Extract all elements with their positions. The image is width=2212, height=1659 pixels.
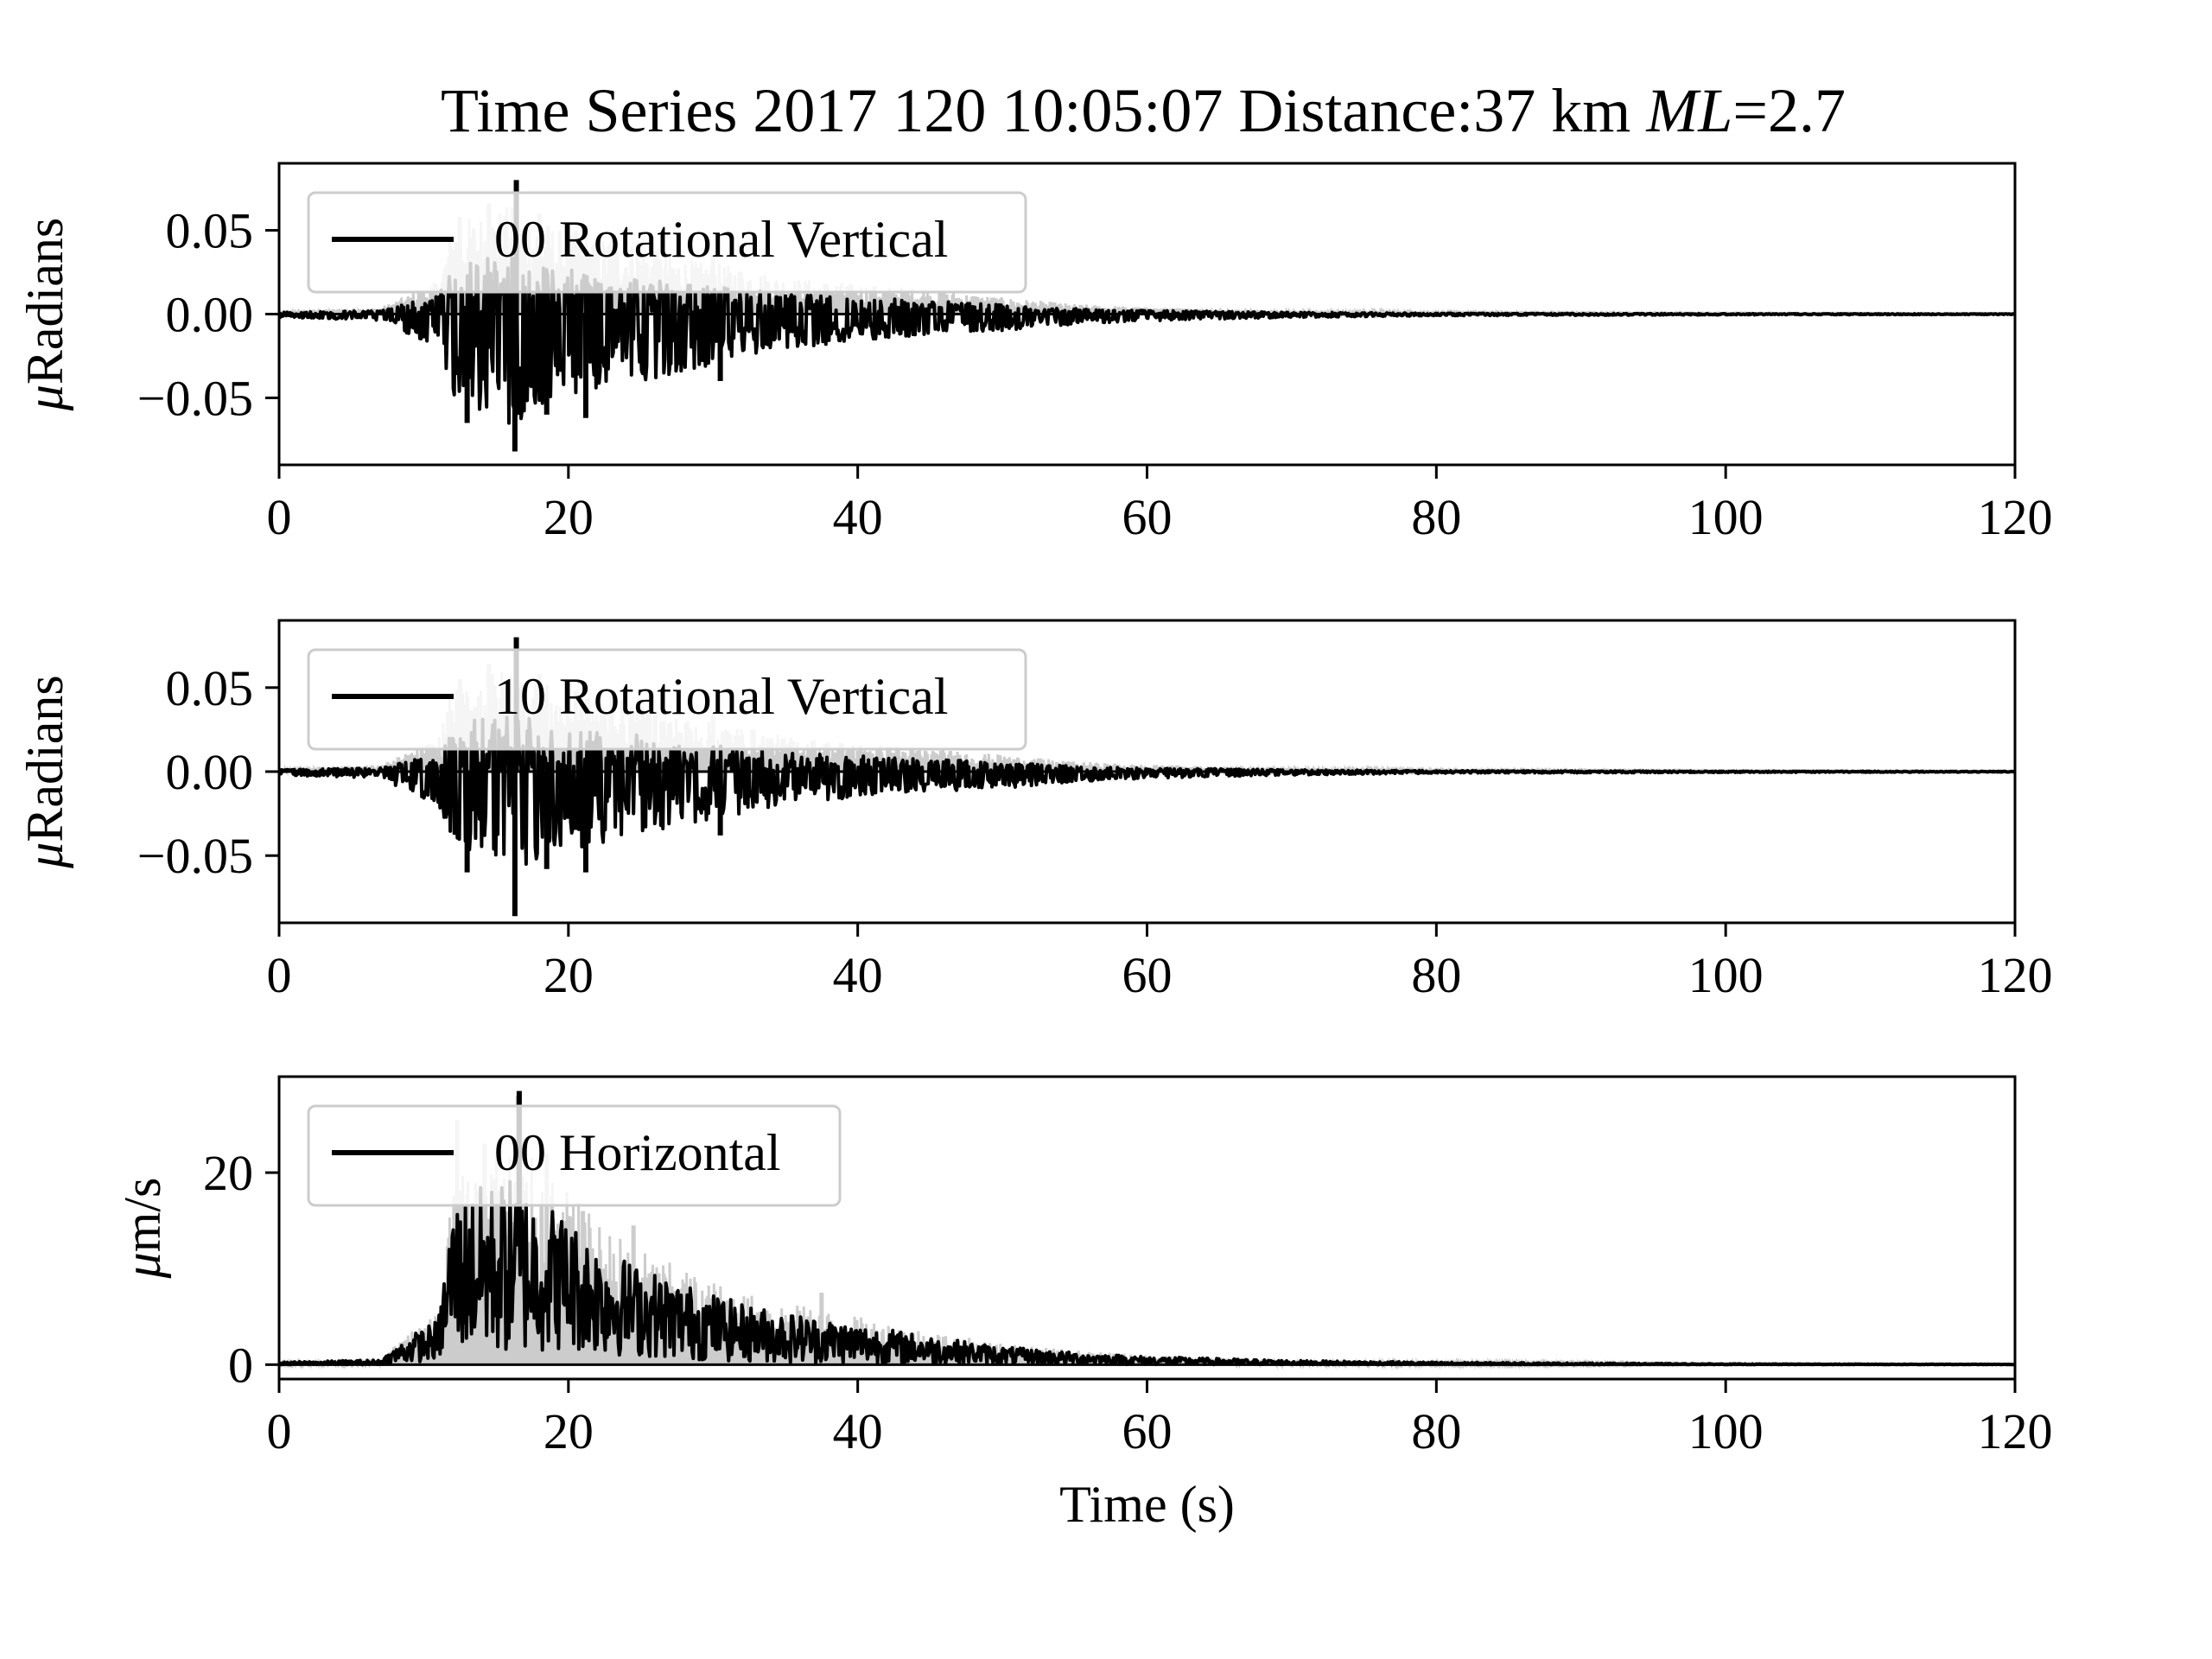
subplot-0: 0 20 40 60 80 100 120 −0.05 0.00 0.05 μRadians 00 R… [16,162,2053,545]
x-tick-label: 80 [1411,947,1461,1003]
x-tick-label: 100 [1688,947,1764,1003]
y-axis-label: μm/s [114,1178,171,1280]
x-tick-label: 0 [267,947,292,1003]
x-axis-label: Time (s) [1059,1476,1235,1533]
y-axis-label-unit: Radians [16,218,73,385]
chart-title-prefix: Time Series 2017 120 10:05:07 Distance:3… [441,76,1646,145]
subplot-1: 0 20 40 60 80 100 120 −0.05 0.00 0.05 μRadians 10 R… [16,619,2053,1003]
x-tick-label: 80 [1411,1403,1461,1459]
x-tick-label: 20 [543,489,594,545]
legend-label: 00 Horizontal [494,1124,781,1181]
x-tick-label: 120 [1978,1403,2053,1459]
y-tick-label: 0.00 [166,287,254,343]
y-tick-label: −0.05 [137,828,253,884]
chart-title: Time Series 2017 120 10:05:07 Distance:3… [441,76,1846,145]
x-tick-label: 60 [1122,1403,1173,1459]
chart-title-ml: ML [1645,76,1732,145]
y-axis-label-unit: m/s [114,1178,171,1253]
y-tick-label: 20 [203,1145,253,1201]
x-tick-label: 0 [267,489,292,545]
y-axis-label-mu: μ [16,385,73,411]
legend: 00 Rotational Vertical [307,191,1027,294]
legend-box [307,191,1027,294]
x-tick-label: 120 [1978,489,2053,545]
x-tick-label: 60 [1122,947,1173,1003]
legend-label: 10 Rotational Vertical [494,668,948,725]
x-tick-label: 60 [1122,489,1173,545]
x-tick-label: 20 [543,1403,594,1459]
y-axis-label: μRadians [16,675,73,868]
y-axis-label: μRadians [16,218,73,411]
x-tick-label: 0 [267,1403,292,1459]
y-axis-label-mu: μ [16,842,73,869]
y-axis-label-mu: μ [114,1252,171,1279]
x-tick-label: 80 [1411,489,1461,545]
x-tick-label: 20 [543,947,594,1003]
x-tick-label: 120 [1978,947,2053,1003]
x-tick-label: 40 [833,947,883,1003]
legend-box [307,648,1027,751]
x-tick-label: 100 [1688,1403,1764,1459]
legend: 10 Rotational Vertical [307,648,1027,751]
x-tick-label: 100 [1688,489,1764,545]
y-axis-label-unit: Radians [16,675,73,842]
y-tick-label: 0.05 [166,203,254,259]
x-tick-label: 40 [833,489,883,545]
chart-title-suffix: =2.7 [1732,76,1846,145]
x-tick-label: 40 [833,1403,883,1459]
y-tick-label: −0.05 [137,370,253,426]
plot-area [279,180,2015,452]
subplot-2: 0 20 40 60 80 100 120 0 20 μm/s Time (s) 00 Horizon… [114,1075,2053,1533]
y-tick-label: 0 [228,1337,253,1393]
y-tick-label: 0.05 [166,660,254,716]
legend: 00 Horizontal [307,1104,842,1207]
legend-box [307,1104,842,1207]
y-tick-label: 0.00 [166,744,254,800]
legend-label: 00 Rotational Vertical [494,211,948,268]
